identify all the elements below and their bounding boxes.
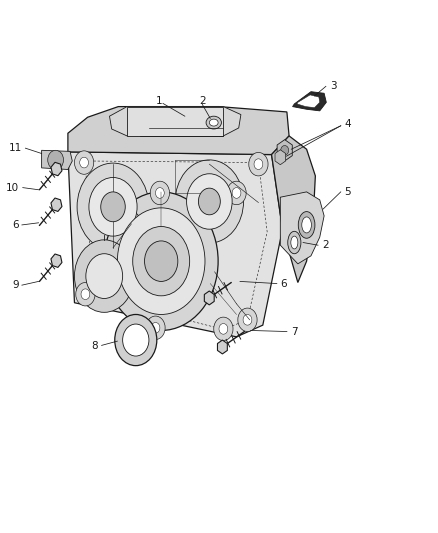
Circle shape xyxy=(101,192,125,222)
Polygon shape xyxy=(51,254,62,268)
Circle shape xyxy=(86,254,123,298)
Circle shape xyxy=(115,314,157,366)
Circle shape xyxy=(48,150,64,169)
Circle shape xyxy=(243,314,252,325)
Polygon shape xyxy=(110,107,241,136)
Text: 2: 2 xyxy=(322,240,329,250)
Ellipse shape xyxy=(291,236,298,249)
Circle shape xyxy=(175,160,244,243)
Polygon shape xyxy=(127,107,223,136)
Text: 3: 3 xyxy=(330,82,337,91)
Polygon shape xyxy=(293,92,326,111)
Text: 5: 5 xyxy=(344,187,351,197)
Text: 6: 6 xyxy=(12,220,19,230)
Polygon shape xyxy=(42,150,72,169)
Polygon shape xyxy=(218,340,227,354)
Polygon shape xyxy=(277,140,292,161)
Circle shape xyxy=(89,177,137,236)
Polygon shape xyxy=(272,136,315,282)
Circle shape xyxy=(238,308,257,332)
Ellipse shape xyxy=(209,119,218,126)
Circle shape xyxy=(74,240,134,312)
Polygon shape xyxy=(68,152,283,337)
Text: 10: 10 xyxy=(6,183,19,192)
Text: 6: 6 xyxy=(280,279,287,288)
Circle shape xyxy=(123,324,149,356)
Text: 2: 2 xyxy=(199,96,206,106)
Ellipse shape xyxy=(288,231,301,254)
Circle shape xyxy=(74,151,94,174)
Circle shape xyxy=(145,241,178,281)
Circle shape xyxy=(104,192,218,330)
Polygon shape xyxy=(68,107,289,155)
Ellipse shape xyxy=(298,212,315,238)
Text: 11: 11 xyxy=(9,143,22,153)
Circle shape xyxy=(198,188,220,215)
Circle shape xyxy=(227,181,246,205)
Text: 7: 7 xyxy=(291,327,298,336)
Polygon shape xyxy=(205,291,214,305)
Polygon shape xyxy=(297,95,320,108)
Text: 9: 9 xyxy=(12,280,19,290)
Circle shape xyxy=(214,317,233,341)
Circle shape xyxy=(187,174,232,229)
Circle shape xyxy=(249,152,268,176)
Circle shape xyxy=(117,208,205,314)
Circle shape xyxy=(155,188,164,198)
Circle shape xyxy=(232,188,241,198)
Circle shape xyxy=(133,227,190,296)
Ellipse shape xyxy=(206,116,221,129)
Text: 1: 1 xyxy=(155,96,162,106)
Circle shape xyxy=(151,322,160,333)
Circle shape xyxy=(281,146,289,155)
Polygon shape xyxy=(280,192,324,264)
Polygon shape xyxy=(275,150,286,165)
Circle shape xyxy=(254,159,263,169)
Polygon shape xyxy=(51,163,62,176)
Text: 8: 8 xyxy=(91,342,98,351)
Circle shape xyxy=(76,282,95,306)
Circle shape xyxy=(146,316,165,340)
Text: 4: 4 xyxy=(344,119,351,128)
Circle shape xyxy=(219,324,228,334)
Ellipse shape xyxy=(302,217,311,233)
Circle shape xyxy=(81,289,90,300)
Circle shape xyxy=(77,163,149,251)
Circle shape xyxy=(150,181,170,205)
Circle shape xyxy=(80,157,88,168)
Polygon shape xyxy=(51,198,62,212)
